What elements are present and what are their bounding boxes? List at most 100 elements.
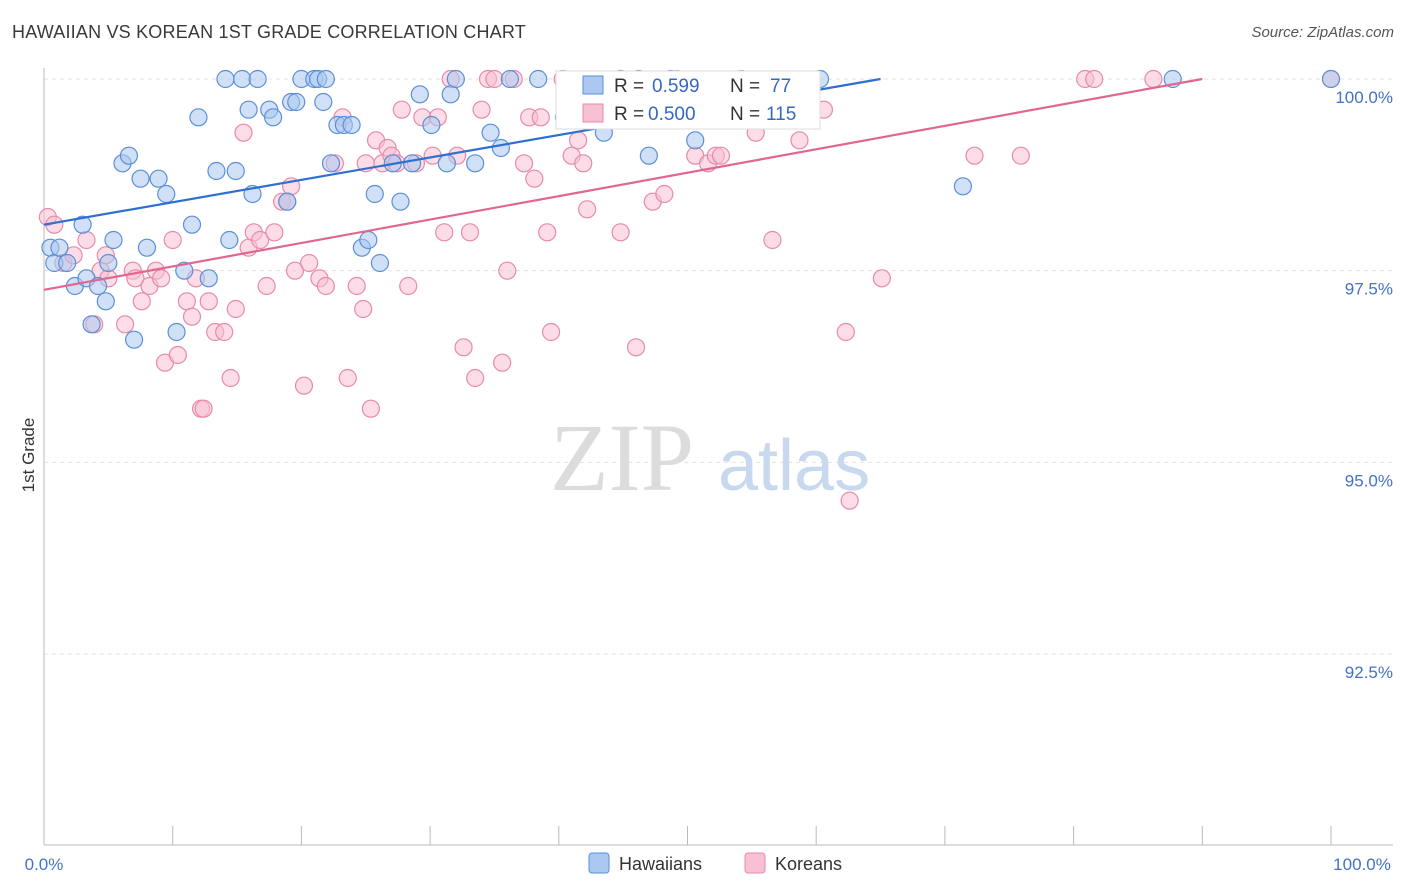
- hawaiian-point: [58, 253, 77, 273]
- hawaiian-point: [220, 230, 239, 250]
- hawaiian-point: [157, 184, 176, 204]
- hawaiian-point: [402, 154, 422, 173]
- korean-point: [493, 353, 512, 372]
- korean-point: [392, 100, 411, 119]
- korean-point: [399, 276, 418, 296]
- korean-trend-line: [43, 77, 1203, 291]
- korean-point: [525, 169, 544, 188]
- watermark-atlas: atlas: [718, 426, 870, 506]
- hawaiian-point: [137, 238, 157, 257]
- watermark-zip: ZIP: [550, 404, 694, 511]
- y-tick-label: 95.0%: [1345, 471, 1393, 490]
- korean-point: [115, 315, 135, 334]
- legend-korean-n-label: N =: [730, 104, 760, 125]
- korean-point: [152, 269, 171, 288]
- legend-hawaiian-n-value: 77: [770, 76, 791, 97]
- korean-point: [790, 131, 809, 150]
- hawaiian-point: [1321, 69, 1341, 89]
- hawaiian-point: [446, 69, 465, 89]
- legend-hawaiian-n-label: N =: [730, 76, 760, 97]
- hawaiian-point: [422, 115, 441, 135]
- hawaiian-point: [233, 69, 252, 89]
- korean-point: [485, 69, 504, 89]
- chart-title: HAWAIIAN VS KOREAN 1ST GRADE CORRELATION…: [12, 22, 526, 42]
- korean-point: [840, 491, 859, 510]
- bottom-legend-swatch-koreans: [744, 852, 766, 874]
- korean-point: [338, 368, 357, 388]
- korean-point: [574, 154, 593, 173]
- hawaiian-point: [226, 161, 245, 181]
- hawaiian-point: [365, 184, 384, 204]
- hawaiian-point: [953, 177, 973, 196]
- korean-point: [347, 276, 366, 296]
- hawaiian-point: [263, 108, 283, 127]
- y-axis-label: 1st Grade: [19, 418, 38, 493]
- korean-point: [538, 223, 557, 242]
- hawaiian-point: [500, 69, 519, 89]
- korean-point: [872, 269, 891, 288]
- hawaiian-point: [370, 253, 390, 273]
- x-tick-min: 0.0%: [25, 855, 64, 874]
- hawaiian-point: [321, 154, 341, 173]
- korean-point: [1144, 69, 1163, 89]
- hawaiian-point: [314, 92, 333, 112]
- korean-point: [611, 223, 630, 242]
- x-tick-max: 100.0%: [1333, 855, 1391, 874]
- hawaiian-point: [316, 69, 335, 89]
- hawaiian-point: [167, 322, 186, 342]
- y-tick-label: 92.5%: [1345, 663, 1393, 682]
- series-legend: Hawaiians Koreans: [588, 852, 842, 874]
- korean-point: [285, 261, 305, 280]
- hawaiian-point: [182, 215, 202, 234]
- korean-point: [466, 368, 485, 388]
- hawaiian-point: [73, 215, 92, 234]
- korean-point: [221, 368, 240, 388]
- korean-point: [294, 376, 314, 395]
- bottom-legend-koreans: Koreans: [775, 854, 842, 874]
- legend-swatch-korean: [582, 103, 604, 123]
- hawaiian-point: [639, 146, 658, 165]
- korean-point: [354, 299, 373, 319]
- korean-point: [226, 299, 245, 319]
- korean-point: [316, 276, 335, 296]
- bottom-legend-swatch-hawaiians: [588, 852, 610, 874]
- hawaiian-point: [359, 230, 378, 250]
- korean-point: [361, 399, 380, 418]
- korean-point: [460, 223, 480, 242]
- korean-point: [132, 292, 151, 311]
- bottom-legend-hawaiians: Hawaiians: [619, 854, 702, 874]
- korean-point: [711, 146, 731, 165]
- legend-hawaiian-r-label: R =: [614, 76, 644, 97]
- hawaiian-point: [199, 269, 218, 288]
- korean-point: [626, 338, 646, 357]
- hawaiian-point: [175, 261, 194, 280]
- hawaiian-point: [96, 292, 115, 311]
- hawaiian-point: [441, 85, 460, 104]
- hawaiian-point: [124, 330, 144, 349]
- korean-point: [1011, 146, 1030, 165]
- hawaiian-point: [466, 154, 485, 173]
- source-label: Source: ZipAtlas.com: [1251, 24, 1394, 41]
- korean-point: [569, 131, 588, 150]
- hawaiian-point: [207, 161, 226, 181]
- hawaiian-point: [491, 138, 510, 158]
- hawaiian-point: [131, 169, 150, 188]
- hawaiian-point: [50, 238, 69, 257]
- korean-point: [163, 230, 182, 250]
- korean-point: [655, 184, 674, 204]
- hawaiian-points: [41, 69, 1341, 349]
- korean-point: [498, 261, 517, 280]
- korean-point: [265, 223, 284, 242]
- hawaiian-point: [342, 115, 361, 135]
- korean-point: [194, 399, 213, 418]
- hawaiian-point: [391, 192, 410, 211]
- hawaiian-point: [99, 253, 118, 273]
- hawaiian-point: [248, 69, 267, 89]
- korean-point: [514, 154, 534, 173]
- legend-hawaiian-r-value: 0.599: [652, 76, 700, 97]
- korean-point: [257, 276, 276, 296]
- korean-point: [578, 200, 597, 219]
- korean-point: [965, 146, 984, 165]
- legend-swatch-hawaiian: [582, 75, 604, 95]
